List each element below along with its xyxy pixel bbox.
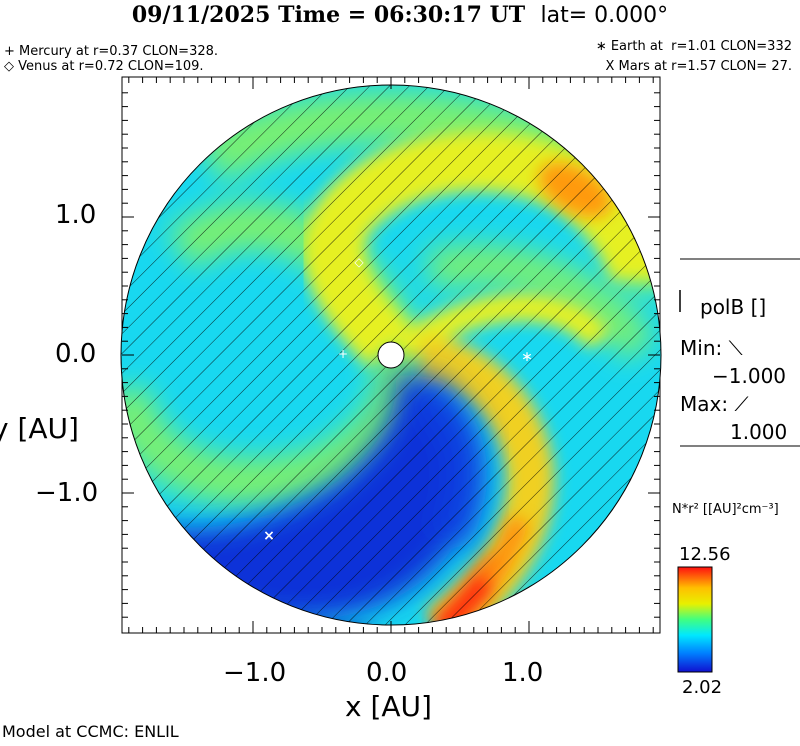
y-axis-label: y [AU] (0, 412, 79, 445)
mercury-legend: + Mercury at r=0.37 CLON=328. (4, 44, 219, 59)
x-tick-label: −1.0 (223, 658, 287, 688)
venus-legend: ◇ Venus at r=0.72 CLON=109. (4, 59, 204, 74)
svg-text:+: + (338, 347, 348, 361)
earth-legend: ∗ Earth at r=1.01 CLON=332 (595, 39, 792, 54)
polarity-max-value: 1.000 (730, 420, 788, 444)
x-tick-label: 0.0 (366, 658, 408, 688)
y-tick-label: −1.0 (35, 478, 99, 508)
plot-title: 09/11/2025 Time = 06:30:17 UT lat= 0.000… (0, 2, 800, 28)
date-label: 09/11/2025 (131, 2, 271, 28)
colorbar-quantity-label: N*r² [[AU]²cm⁻³] (672, 502, 779, 517)
colorbar (677, 566, 713, 673)
polarity-max-label: Max: ⟋ (680, 392, 749, 416)
latitude-label: lat= 0.000° (540, 3, 669, 28)
svg-text:×: × (263, 528, 275, 544)
svg-text:◇: ◇ (354, 255, 364, 269)
sun-marker (377, 341, 405, 369)
y-tick-label: 1.0 (55, 200, 97, 230)
axis-ticks (122, 77, 660, 633)
y-tick-label: 0.0 (55, 339, 97, 369)
polarity-title: polB [] (700, 295, 767, 319)
colorbar-min-label: 2.02 (682, 677, 723, 698)
svg-text:∗: ∗ (521, 349, 533, 365)
x-axis-label: x [AU] (345, 690, 432, 723)
polarity-min-value: −1.000 (712, 364, 787, 388)
mars-legend: X Mars at r=1.57 CLON= 27. (605, 59, 793, 74)
venus-marker: ◇ (354, 255, 364, 269)
colorbar-max-label: 12.56 (679, 544, 731, 565)
mars-marker: × (263, 528, 275, 544)
earth-marker: ∗ (521, 349, 533, 365)
x-tick-label: 1.0 (502, 658, 544, 688)
model-credit: Model at CCMC: ENLIL (2, 722, 179, 741)
mercury-marker: + (338, 347, 348, 361)
time-label: Time = 06:30:17 UT (278, 2, 526, 28)
polarity-min-label: Min: ⟍ (680, 336, 743, 360)
